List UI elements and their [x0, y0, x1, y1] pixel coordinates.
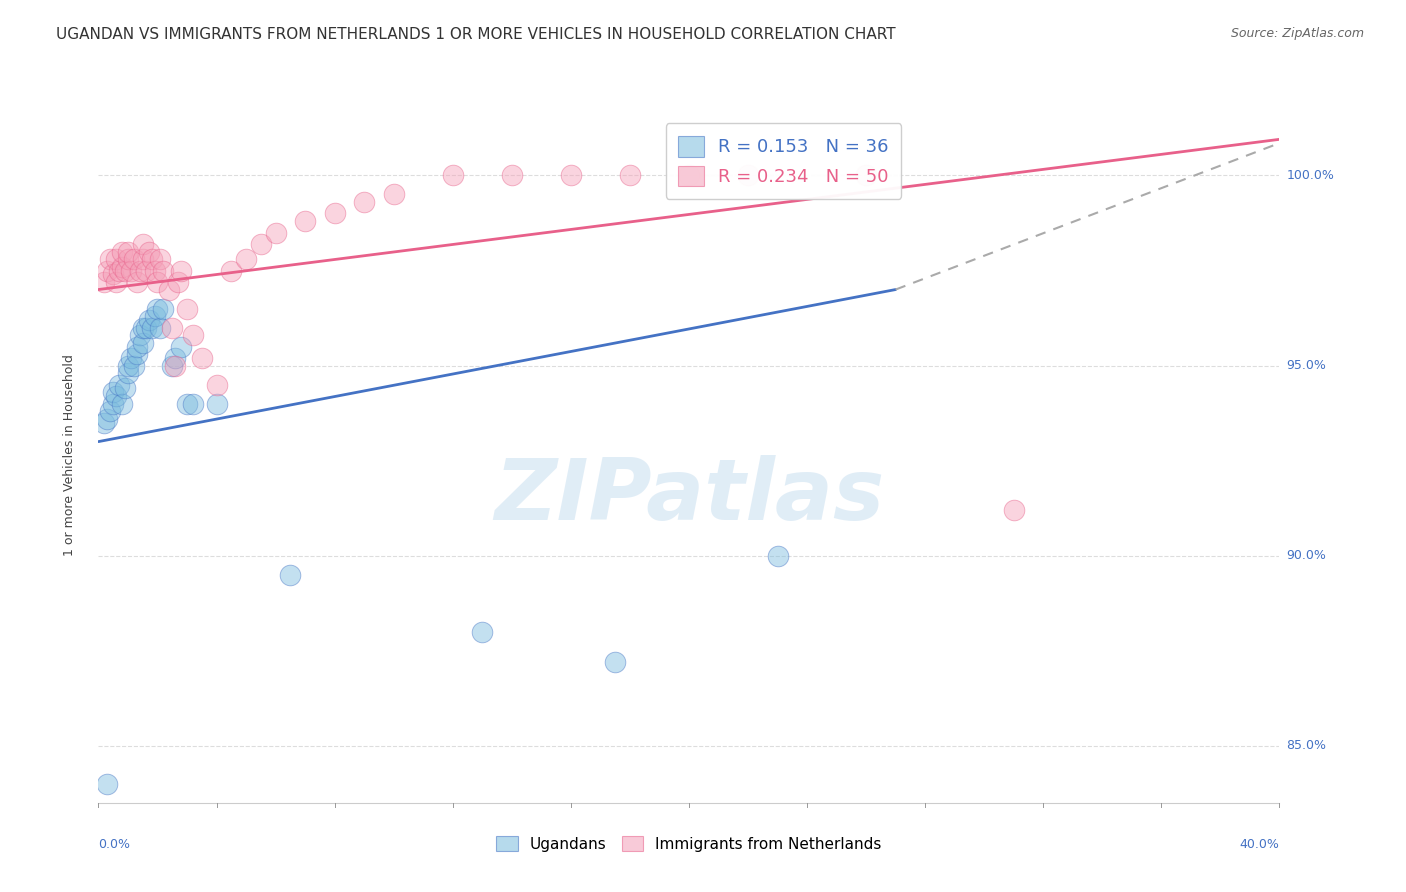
Point: [176, 301, 198, 316]
Point: [441, 169, 464, 183]
Text: Source: ZipAtlas.com: Source: ZipAtlas.com: [1230, 27, 1364, 40]
Point: [181, 328, 204, 343]
Point: [93, 416, 115, 430]
Point: [170, 263, 193, 277]
Point: [191, 351, 214, 365]
Point: [149, 252, 172, 266]
Point: [143, 309, 166, 323]
Point: [264, 226, 287, 240]
Point: [162, 359, 183, 373]
Point: [122, 359, 145, 373]
Point: [120, 263, 142, 277]
Point: [205, 396, 228, 410]
Text: 95.0%: 95.0%: [1286, 359, 1326, 372]
Text: ZIPatlas: ZIPatlas: [494, 455, 884, 538]
Point: [98, 404, 121, 418]
Point: [165, 359, 187, 373]
Point: [135, 263, 157, 277]
Point: [108, 377, 131, 392]
Point: [353, 195, 375, 210]
Point: [103, 385, 125, 400]
Point: [125, 340, 148, 354]
Point: [108, 263, 131, 277]
Point: [152, 263, 174, 277]
Point: [93, 275, 115, 289]
Point: [132, 335, 155, 350]
Legend: Ugandans, Immigrants from Netherlands: Ugandans, Immigrants from Netherlands: [491, 830, 887, 858]
Point: [205, 377, 228, 392]
Point: [132, 252, 155, 266]
Point: [143, 263, 166, 277]
Point: [114, 263, 136, 277]
Point: [294, 214, 316, 228]
Point: [96, 412, 118, 426]
Text: 85.0%: 85.0%: [1286, 739, 1326, 752]
Point: [146, 275, 169, 289]
Point: [132, 236, 155, 251]
Point: [165, 351, 187, 365]
Point: [125, 275, 148, 289]
Point: [117, 244, 139, 259]
Point: [96, 777, 118, 791]
Point: [605, 655, 627, 669]
Point: [138, 313, 160, 327]
Point: [105, 275, 128, 289]
Point: [117, 366, 139, 380]
Point: [170, 340, 193, 354]
Point: [471, 624, 494, 639]
Point: [162, 320, 183, 334]
Point: [382, 187, 405, 202]
Point: [250, 236, 273, 251]
Point: [128, 263, 150, 277]
Point: [176, 396, 198, 410]
Point: [111, 260, 134, 274]
Point: [125, 347, 148, 361]
Point: [278, 567, 302, 582]
Point: [138, 244, 160, 259]
Point: [105, 252, 128, 266]
Y-axis label: 1 or more Vehicles in Household: 1 or more Vehicles in Household: [62, 354, 76, 556]
Point: [737, 169, 759, 183]
Point: [128, 328, 150, 343]
Point: [235, 252, 257, 266]
Point: [117, 252, 139, 266]
Point: [122, 252, 145, 266]
Point: [181, 396, 204, 410]
Point: [855, 169, 877, 183]
Point: [111, 396, 134, 410]
Point: [152, 301, 174, 316]
Text: 0.0%: 0.0%: [98, 838, 131, 852]
Text: 100.0%: 100.0%: [1286, 169, 1334, 182]
Point: [141, 320, 163, 334]
Point: [98, 252, 121, 266]
Point: [149, 320, 172, 334]
Point: [157, 283, 180, 297]
Point: [132, 320, 155, 334]
Point: [146, 301, 169, 316]
Point: [114, 381, 136, 395]
Text: 40.0%: 40.0%: [1240, 838, 1279, 852]
Point: [117, 359, 139, 373]
Text: UGANDAN VS IMMIGRANTS FROM NETHERLANDS 1 OR MORE VEHICLES IN HOUSEHOLD CORRELATI: UGANDAN VS IMMIGRANTS FROM NETHERLANDS 1…: [56, 27, 896, 42]
Point: [96, 263, 118, 277]
Point: [167, 275, 190, 289]
Point: [619, 169, 641, 183]
Point: [678, 169, 700, 183]
Point: [323, 206, 346, 220]
Point: [560, 169, 582, 183]
Point: [501, 169, 523, 183]
Point: [111, 244, 134, 259]
Point: [766, 549, 789, 563]
Point: [1002, 503, 1025, 517]
Point: [103, 268, 125, 282]
Point: [141, 252, 163, 266]
Text: 90.0%: 90.0%: [1286, 549, 1326, 562]
Point: [219, 263, 242, 277]
Point: [103, 396, 125, 410]
Point: [120, 351, 142, 365]
Point: [135, 320, 157, 334]
Point: [105, 389, 128, 403]
